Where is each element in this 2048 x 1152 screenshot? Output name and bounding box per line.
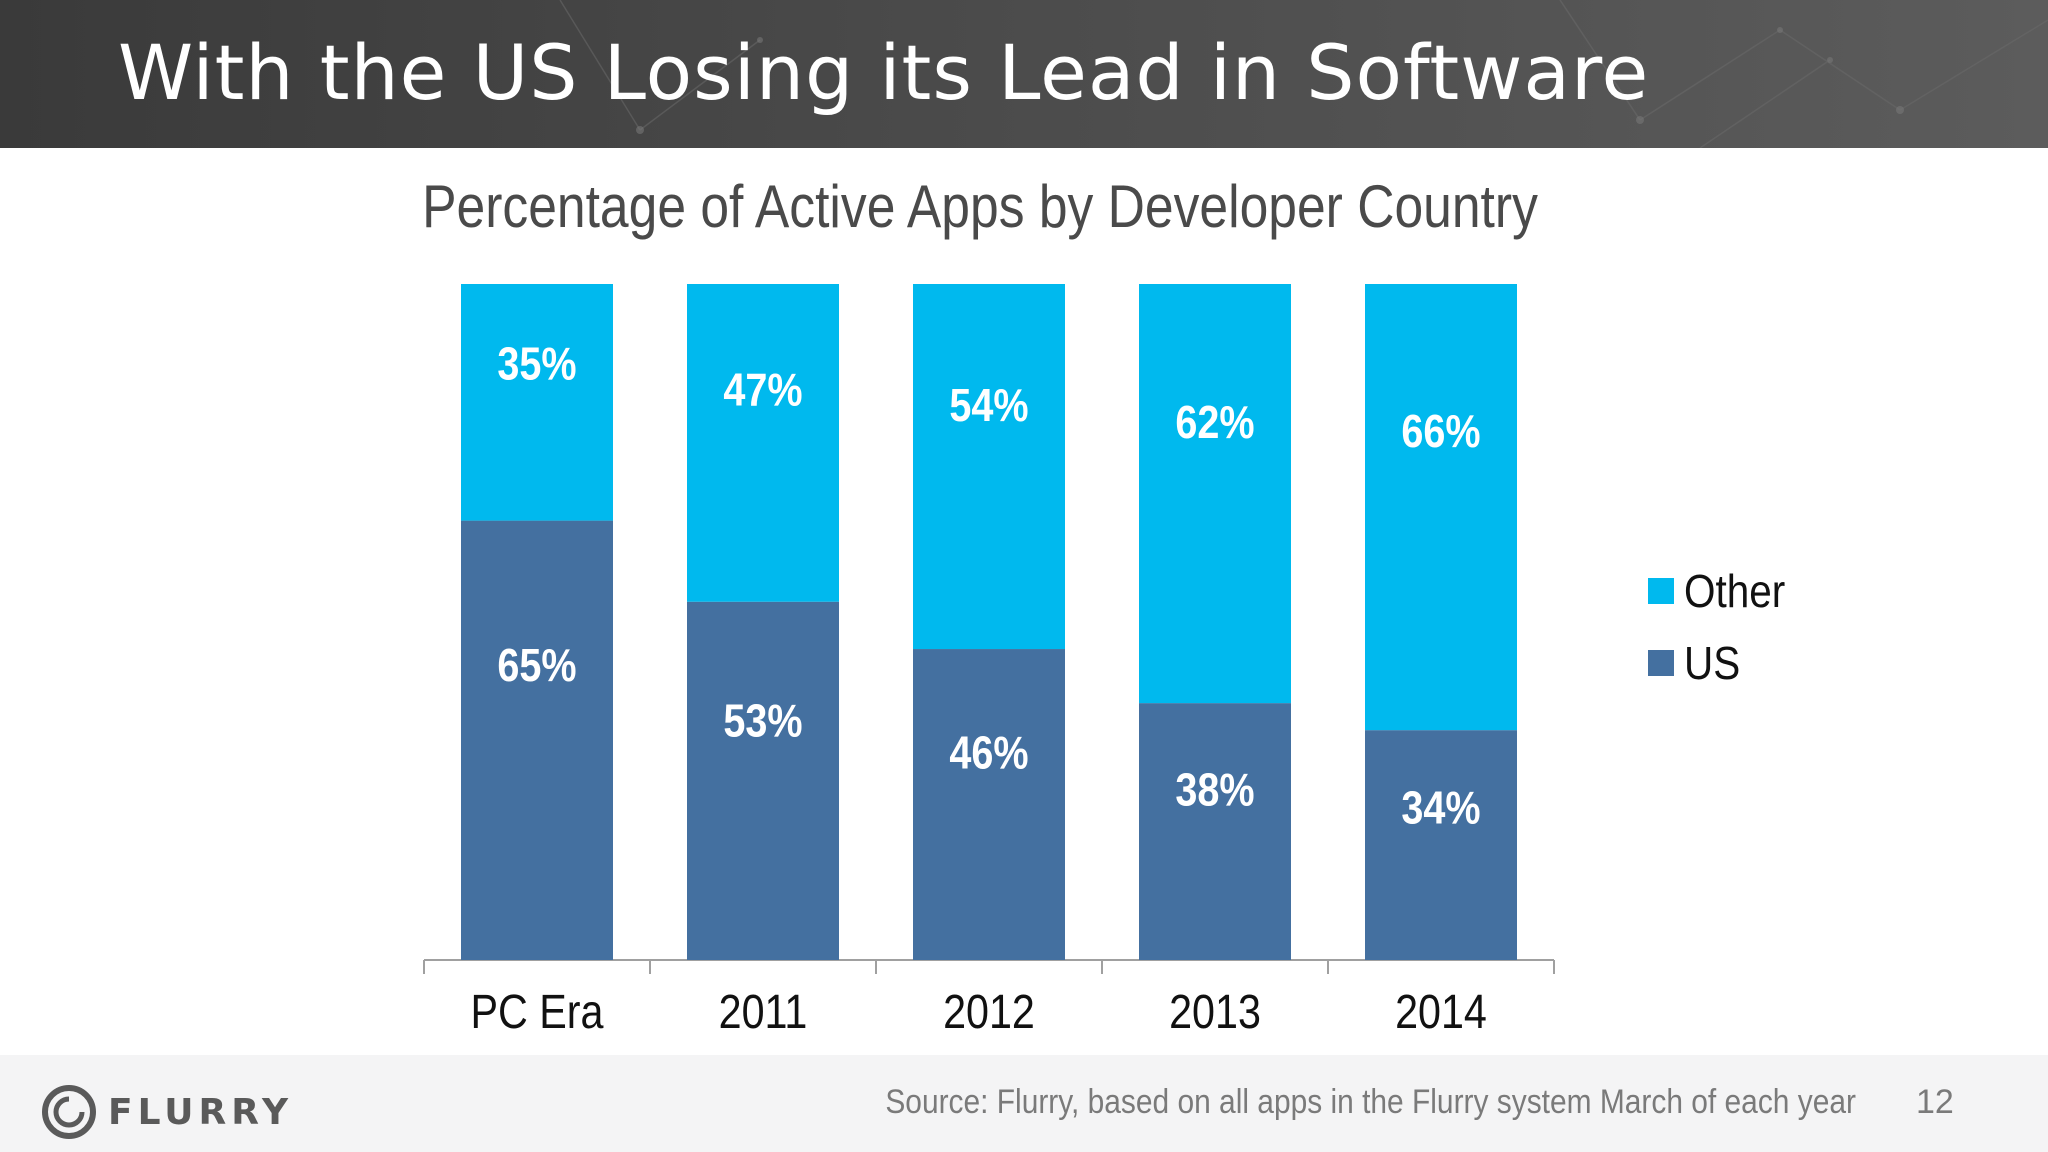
data-label-other: 54% <box>949 380 1028 431</box>
stacked-bar-chart: 65% 35% PC Era 53% 47% 2011 46% 54% 2012 38% 62% 20… <box>423 284 1555 1039</box>
x-tick-label: PC Era <box>470 985 603 1039</box>
data-label-us: 34% <box>1401 783 1480 834</box>
bar-other <box>461 284 613 521</box>
page-number: 12 <box>1916 1083 1954 1121</box>
chart-legend: Other US <box>1648 555 1799 699</box>
data-label-us: 38% <box>1175 765 1254 816</box>
legend-swatch-other <box>1648 578 1674 604</box>
bar-us <box>687 601 839 960</box>
legend-label-us: US <box>1684 637 1741 689</box>
bar-us <box>913 649 1065 960</box>
flurry-logo-icon <box>42 1085 96 1139</box>
slide-footer: FLURRY Source: Flurry, based on all apps… <box>0 1055 2048 1152</box>
data-label-other: 35% <box>497 339 576 390</box>
data-label-other: 62% <box>1175 397 1254 448</box>
slide-title: With the US Losing its Lead in Software <box>118 28 1650 117</box>
flurry-logo: FLURRY <box>42 1085 293 1139</box>
legend-item-us: US <box>1648 627 1799 699</box>
data-label-us: 46% <box>949 728 1028 779</box>
flurry-logo-text: FLURRY <box>108 1091 294 1133</box>
x-tick-label: 2012 <box>943 985 1035 1039</box>
bar-us <box>461 520 613 960</box>
bar-other <box>1365 284 1517 731</box>
bar-us <box>1365 730 1517 960</box>
data-label-other: 47% <box>723 365 802 416</box>
bar-other <box>1139 284 1291 704</box>
x-tick-label: 2011 <box>719 985 808 1039</box>
source-note: Source: Flurry, based on all apps in the… <box>885 1083 1856 1121</box>
chart-title: Percentage of Active Apps by Developer C… <box>422 173 1538 240</box>
bar-us <box>1139 703 1291 960</box>
x-tick-label: 2014 <box>1395 985 1487 1039</box>
legend-label-other: Other <box>1684 565 1786 617</box>
x-tick-label: 2013 <box>1169 985 1261 1039</box>
bar-other <box>913 284 1065 650</box>
legend-swatch-us <box>1648 650 1674 676</box>
data-label-us: 53% <box>723 696 802 747</box>
bar-other <box>687 284 839 602</box>
data-label-other: 66% <box>1401 406 1480 457</box>
data-label-us: 65% <box>497 640 576 691</box>
slide-header: With the US Losing its Lead in Software <box>0 0 2048 148</box>
network-background-graphic <box>559 0 2048 148</box>
legend-item-other: Other <box>1648 555 1799 627</box>
